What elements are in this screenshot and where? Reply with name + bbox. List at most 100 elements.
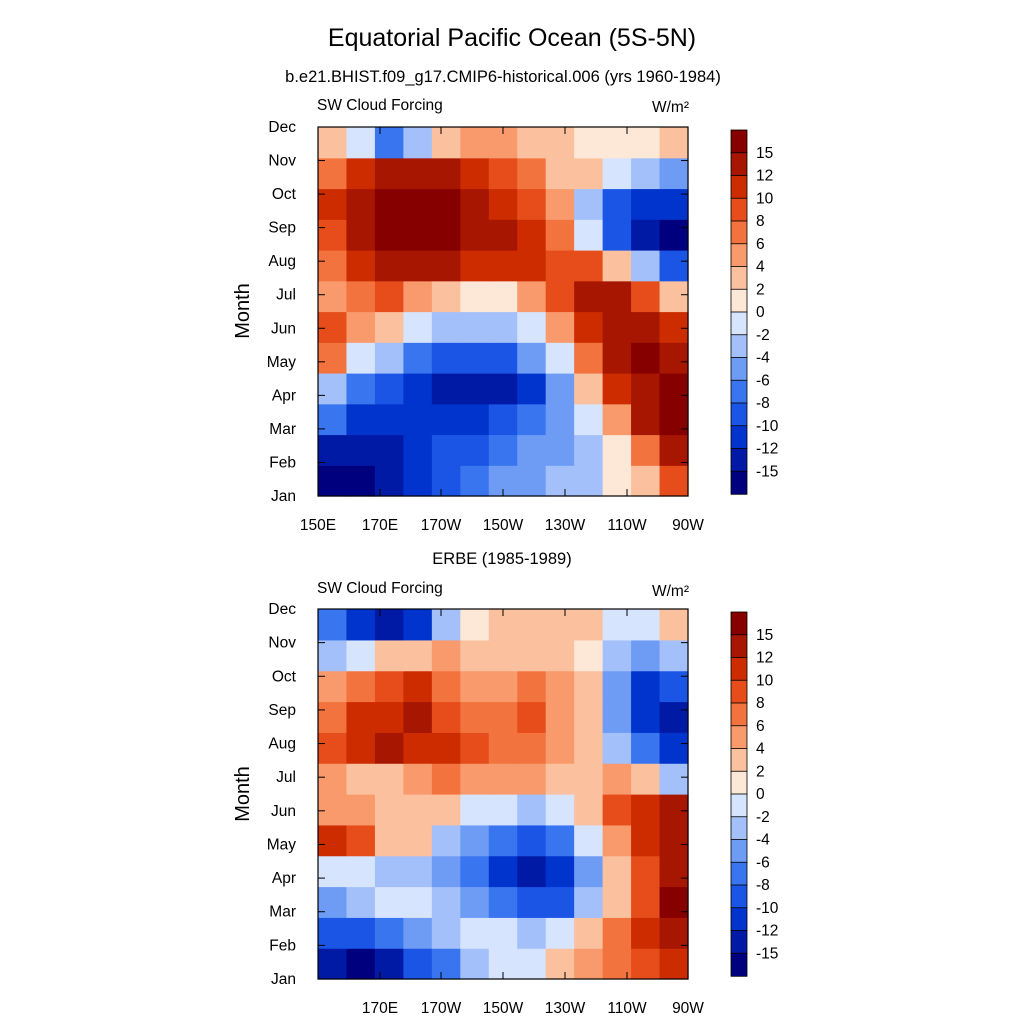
- heatmap-cell: [631, 701, 661, 733]
- colorbar-label: -6: [756, 372, 770, 389]
- heatmap-cell: [488, 886, 518, 918]
- heatmap-cell: [631, 311, 661, 343]
- heatmap-cell: [431, 157, 461, 190]
- heatmap-cell: [517, 434, 547, 466]
- heatmap-cell: [431, 824, 461, 857]
- heatmap-cell: [659, 794, 689, 826]
- heatmap-cell: [545, 794, 575, 826]
- heatmap-cell: [659, 609, 689, 641]
- heatmap-cell: [602, 434, 632, 466]
- colorbar-label: 6: [756, 718, 765, 735]
- heatmap-cell: [346, 403, 376, 436]
- y-tick-label: Aug: [268, 736, 296, 753]
- heatmap-cell: [545, 639, 575, 672]
- heatmap-cell: [318, 373, 348, 405]
- colorbar-label: 10: [756, 190, 774, 207]
- heatmap-cell: [460, 794, 490, 826]
- heatmap-cell: [403, 639, 433, 672]
- heatmap-cell: [374, 434, 404, 466]
- heatmap-cell: [403, 824, 433, 857]
- colorbar-label: -4: [756, 832, 770, 849]
- heatmap-cell: [403, 948, 433, 980]
- heatmap-cell: [574, 403, 604, 436]
- heatmap-cell: [659, 219, 689, 251]
- heatmap-cell: [374, 824, 404, 857]
- heatmap-cell: [374, 219, 404, 251]
- heatmap-cell: [460, 434, 490, 466]
- heatmap-cell: [318, 794, 348, 826]
- heatmap-cell: [488, 373, 518, 405]
- heatmap-cell: [574, 250, 604, 282]
- heatmap-cell: [318, 157, 348, 190]
- y-tick-label: Nov: [268, 153, 296, 170]
- heatmap-cell: [574, 639, 604, 672]
- heatmap-cell: [488, 639, 518, 672]
- heatmap-cell: [403, 280, 433, 313]
- heatmap-cell: [318, 280, 348, 313]
- heatmap-cell: [574, 948, 604, 980]
- colorbar-label: -2: [756, 809, 770, 826]
- heatmap-cell: [659, 127, 689, 159]
- heatmap-cell: [659, 157, 689, 190]
- heatmap-cell: [431, 311, 461, 343]
- x-tick-label: 170W: [421, 517, 462, 534]
- heatmap-cell: [631, 157, 661, 190]
- heatmap-cell: [346, 670, 376, 703]
- heatmap-cell: [346, 609, 376, 641]
- colorbar-box: [730, 379, 748, 404]
- top-heatmap-cells: [318, 127, 689, 497]
- heatmap-cell: [460, 342, 490, 374]
- top-ylabel: Month: [232, 283, 254, 339]
- heatmap-cell: [431, 250, 461, 282]
- heatmap-cell: [488, 434, 518, 466]
- heatmap-cell: [631, 917, 661, 949]
- bottom-ylabel: Month: [232, 766, 254, 822]
- heatmap-cell: [460, 157, 490, 190]
- heatmap-cell: [318, 403, 348, 436]
- heatmap-cell: [517, 157, 547, 190]
- y-tick-label: Mar: [269, 421, 296, 438]
- top-subtitle: b.e21.BHIST.f09_g17.CMIP6-historical.006…: [285, 68, 721, 86]
- heatmap-cell: [574, 127, 604, 159]
- heatmap-cell: [346, 701, 376, 733]
- heatmap-cell: [346, 917, 376, 949]
- y-tick-label: Dec: [268, 119, 296, 136]
- heatmap-cell: [545, 732, 575, 764]
- heatmap-cell: [517, 250, 547, 282]
- y-tick-label: Oct: [272, 668, 297, 685]
- heatmap-cell: [318, 609, 348, 641]
- heatmap-cell: [460, 403, 490, 436]
- heatmap-cell: [574, 219, 604, 251]
- heatmap-cell: [431, 373, 461, 405]
- y-tick-label: Jun: [271, 320, 296, 337]
- heatmap-cell: [574, 434, 604, 466]
- heatmap-cell: [431, 670, 461, 703]
- x-tick-label: 110W: [607, 1000, 647, 1017]
- colorbar-box: [730, 425, 748, 450]
- heatmap-cell: [659, 732, 689, 764]
- heatmap-cell: [403, 127, 433, 159]
- heatmap-cell: [460, 855, 490, 888]
- bottom-left-label: SW Cloud Forcing: [317, 580, 443, 597]
- colorbar-label: -2: [756, 327, 770, 344]
- colorbar-box: [730, 839, 748, 863]
- heatmap-cell: [346, 188, 376, 220]
- colorbar-box: [730, 152, 748, 177]
- heatmap-cell: [659, 434, 689, 466]
- heatmap-cell: [346, 824, 376, 857]
- heatmap-cell: [517, 670, 547, 703]
- heatmap-cell: [403, 855, 433, 888]
- heatmap-cell: [517, 855, 547, 888]
- colorbar-label: 8: [756, 695, 765, 712]
- heatmap-cell: [403, 609, 433, 641]
- heatmap-cell: [460, 763, 490, 795]
- heatmap-cell: [545, 824, 575, 857]
- heatmap-cell: [374, 311, 404, 343]
- bottom-axes: Jan Feb Mar Apr May Jun Jul Aug Sep Oct Nov Dec 170E…: [267, 601, 705, 1017]
- heatmap-cell: [431, 219, 461, 251]
- heatmap-cell: [517, 609, 547, 641]
- heatmap-cell: [488, 670, 518, 703]
- heatmap-cell: [460, 127, 490, 159]
- x-tick-label: 130W: [545, 517, 586, 534]
- heatmap-cell: [574, 886, 604, 918]
